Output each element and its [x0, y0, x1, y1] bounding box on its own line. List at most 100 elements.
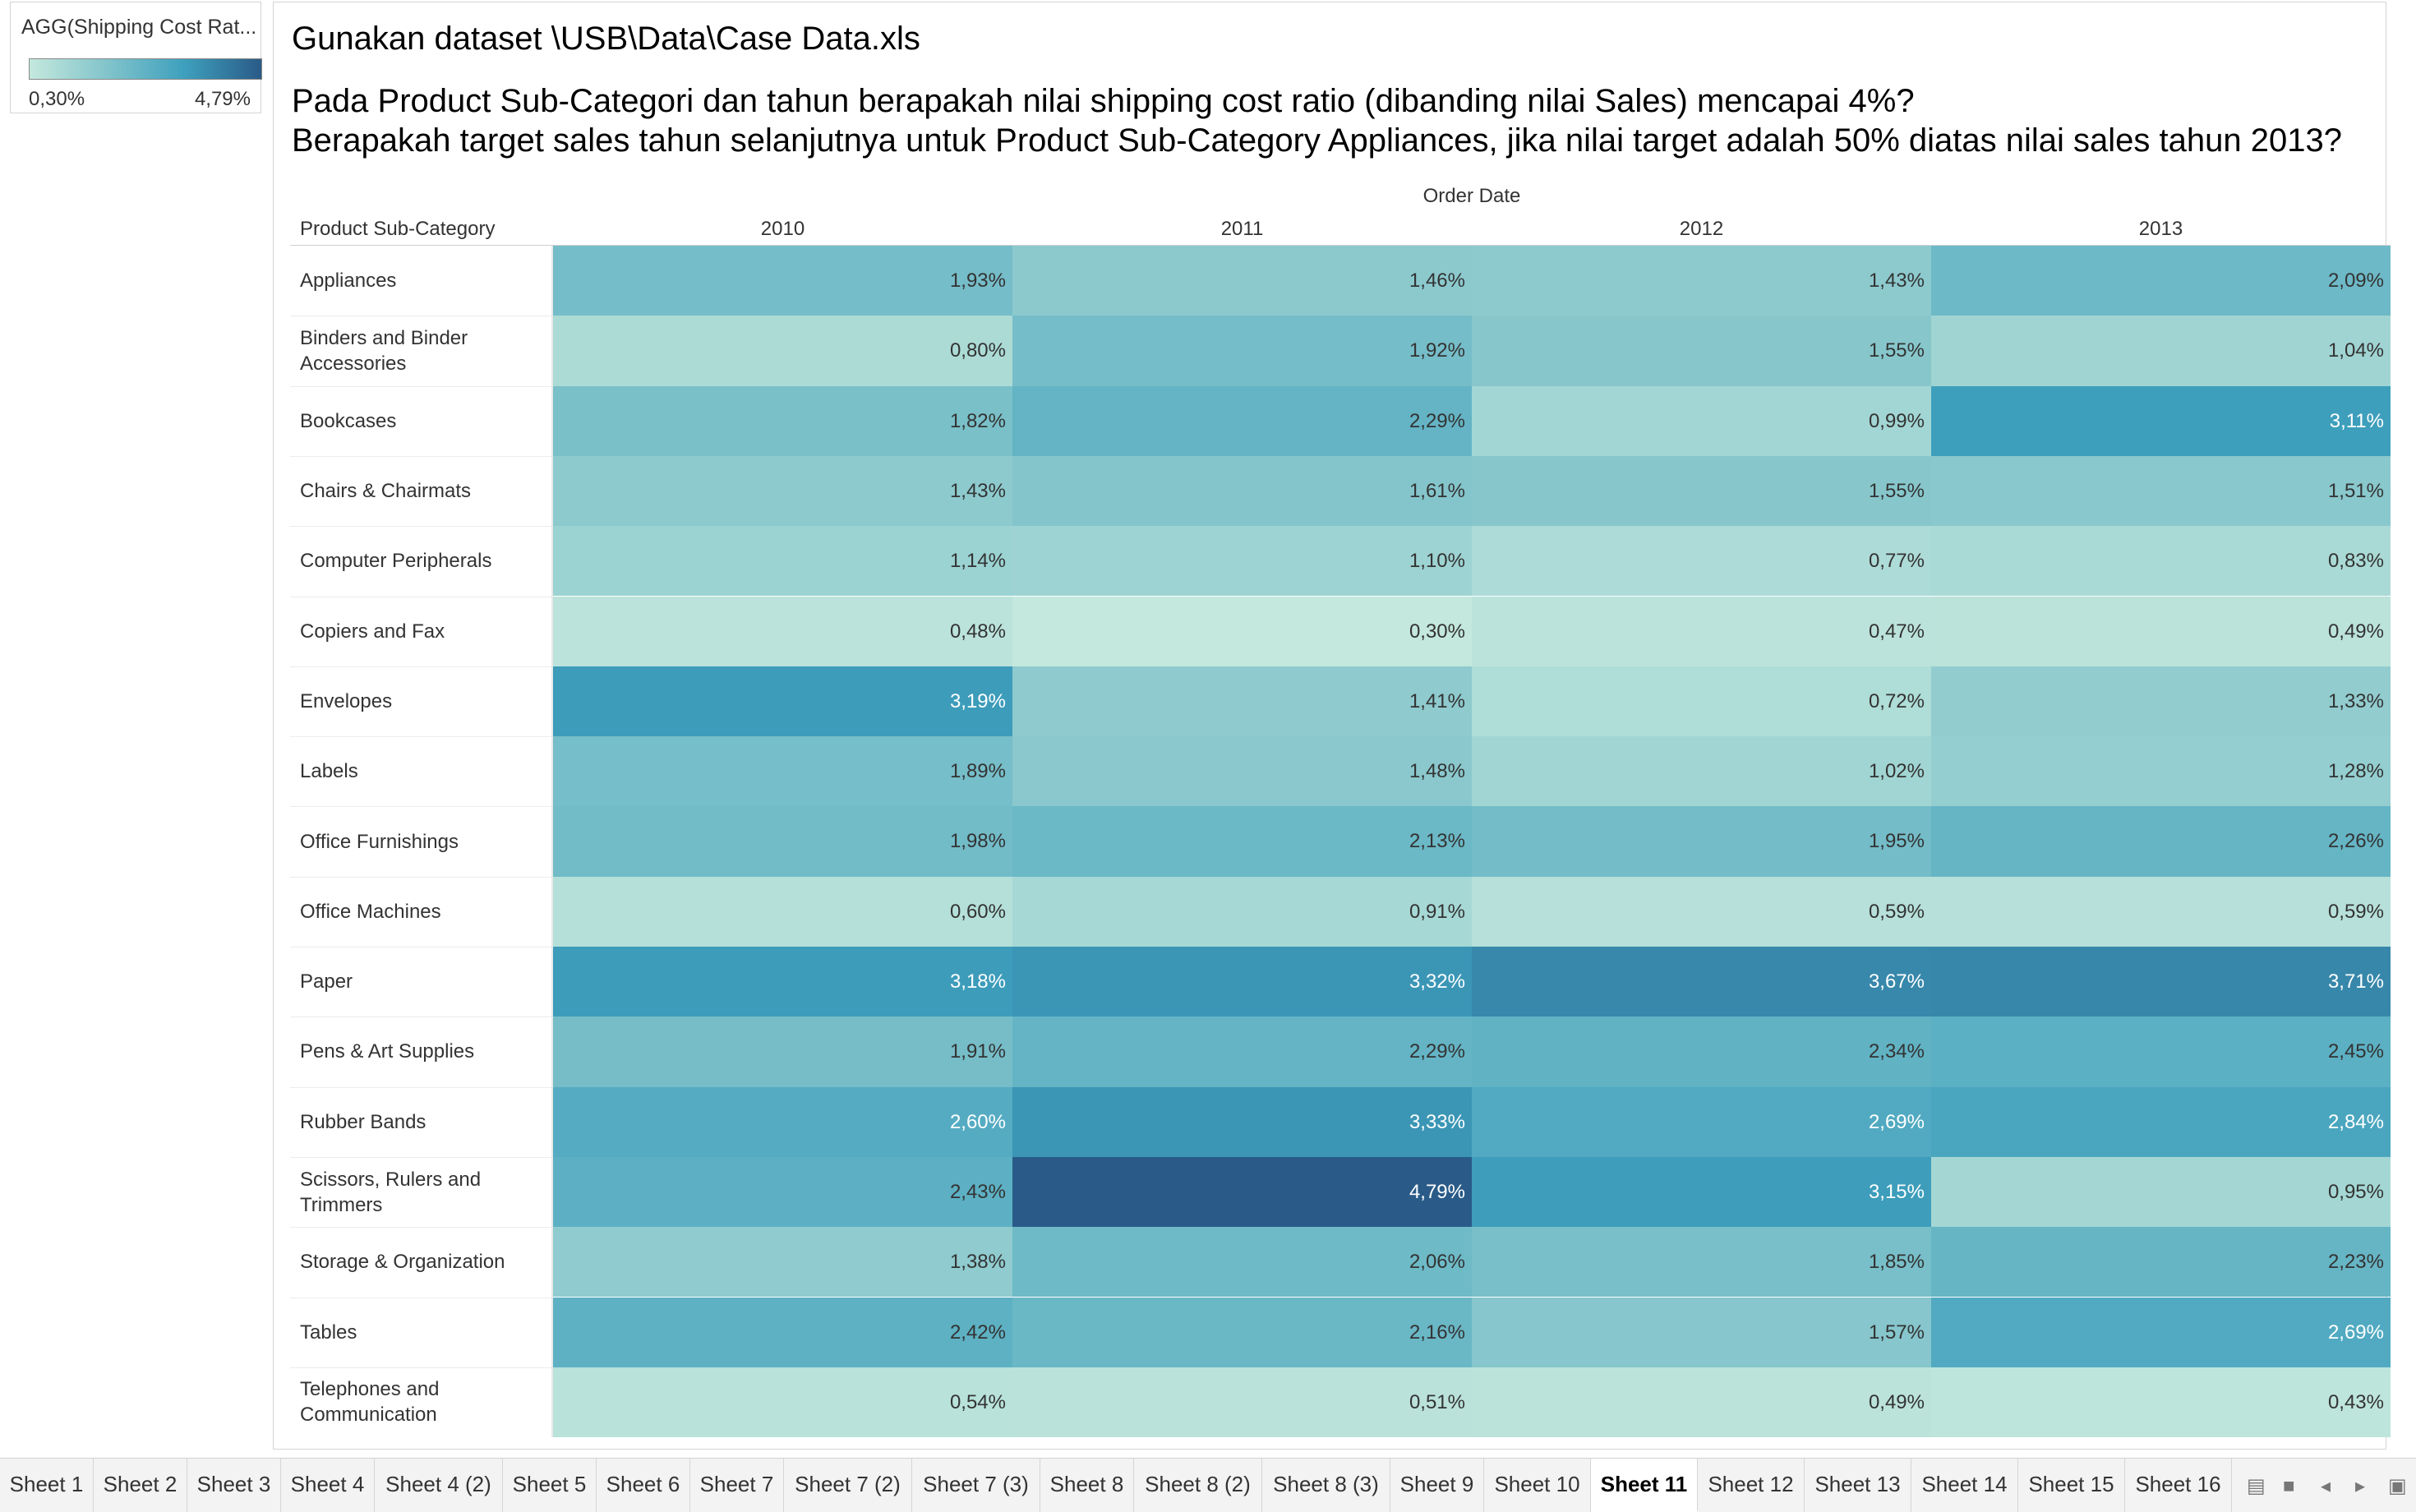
heatmap-cell-chairs-chairmats-2012[interactable]: 1,55%: [1472, 455, 1931, 527]
heatmap-cell-telephones-and-communication-2013[interactable]: 0,43%: [1931, 1367, 2391, 1438]
row-label-office-machines[interactable]: Office Machines: [300, 900, 441, 923]
heatmap-cell-chairs-chairmats-2011[interactable]: 1,61%: [1012, 455, 1472, 527]
heatmap-cell-storage-organization-2011[interactable]: 2,06%: [1012, 1227, 1472, 1298]
heatmap-cell-paper-2013[interactable]: 3,71%: [1931, 947, 2391, 1017]
row-label-copiers-and-fax[interactable]: Copiers and Fax: [300, 620, 445, 643]
heatmap-cell-appliances-2012[interactable]: 1,43%: [1472, 246, 1931, 316]
tab-sheet-7-2[interactable]: Sheet 7 (2): [784, 1459, 912, 1512]
row-label-bookcases[interactable]: Bookcases: [300, 409, 397, 432]
heatmap-cell-computer-peripherals-2013[interactable]: 0,83%: [1931, 526, 2391, 597]
heatmap-cell-bookcases-2011[interactable]: 2,29%: [1012, 385, 1472, 456]
tab-sheet-8[interactable]: Sheet 8: [1040, 1459, 1134, 1512]
row-label-pens-art-supplies[interactable]: Pens & Art Supplies: [300, 1040, 475, 1063]
heatmap-cell-rubber-bands-2013[interactable]: 2,84%: [1931, 1086, 2391, 1157]
heatmap-cell-tables-2013[interactable]: 2,69%: [1931, 1297, 2391, 1367]
heatmap-cell-copiers-and-fax-2013[interactable]: 0,49%: [1931, 596, 2391, 666]
row-label-scissors-rulers-and-trimmers[interactable]: Scissors, Rulers and Trimmers: [300, 1168, 482, 1216]
heatmap-cell-scissors-rulers-and-trimmers-2011[interactable]: 4,79%: [1012, 1156, 1472, 1228]
heatmap-cell-chairs-chairmats-2010[interactable]: 1,43%: [553, 455, 1012, 527]
heatmap-cell-pens-art-supplies-2013[interactable]: 2,45%: [1931, 1016, 2391, 1087]
heatmap-cell-labels-2011[interactable]: 1,48%: [1012, 736, 1472, 807]
heatmap-cell-office-furnishings-2012[interactable]: 1,95%: [1472, 806, 1931, 877]
heatmap-cell-scissors-rulers-and-trimmers-2010[interactable]: 2,43%: [553, 1156, 1012, 1228]
heatmap-cell-pens-art-supplies-2010[interactable]: 1,91%: [553, 1016, 1012, 1087]
tab-sheet-8-2[interactable]: Sheet 8 (2): [1134, 1459, 1262, 1512]
heatmap-cell-office-furnishings-2013[interactable]: 2,26%: [1931, 806, 2391, 877]
heatmap-cell-binders-and-binder-accessories-2012[interactable]: 1,55%: [1472, 316, 1931, 386]
heatmap-cell-pens-art-supplies-2012[interactable]: 2,34%: [1472, 1016, 1931, 1087]
heatmap-cell-appliances-2013[interactable]: 2,09%: [1931, 246, 2391, 316]
row-label-office-furnishings[interactable]: Office Furnishings: [300, 830, 459, 853]
tab-sheet-2[interactable]: Sheet 2: [94, 1459, 187, 1512]
heatmap-cell-computer-peripherals-2010[interactable]: 1,14%: [553, 526, 1012, 597]
heatmap-cell-bookcases-2010[interactable]: 1,82%: [553, 385, 1012, 456]
row-label-binders-and-binder-accessories[interactable]: Binders and Binder Accessories: [300, 326, 468, 375]
tab-sheet-16[interactable]: Sheet 16: [2125, 1459, 2232, 1512]
presentation-mode-icon[interactable]: ▣: [2388, 1475, 2407, 1497]
heatmap-cell-office-furnishings-2011[interactable]: 2,13%: [1012, 806, 1472, 877]
heatmap-cell-copiers-and-fax-2010[interactable]: 0,48%: [553, 596, 1012, 666]
tab-sheet-13[interactable]: Sheet 13: [1805, 1459, 1911, 1512]
year-header-2011[interactable]: 2011: [1220, 218, 1264, 240]
tab-sheet-11[interactable]: Sheet 11: [1591, 1459, 1698, 1512]
heatmap-cell-copiers-and-fax-2011[interactable]: 0,30%: [1012, 596, 1472, 666]
year-header-2012[interactable]: 2012: [1679, 218, 1724, 240]
tab-sheet-15[interactable]: Sheet 15: [2018, 1459, 2125, 1512]
heatmap-cell-paper-2011[interactable]: 3,32%: [1012, 947, 1472, 1017]
heatmap-cell-telephones-and-communication-2011[interactable]: 0,51%: [1012, 1367, 1472, 1438]
tab-sheet-4-2[interactable]: Sheet 4 (2): [375, 1459, 503, 1512]
heatmap-cell-office-furnishings-2010[interactable]: 1,98%: [553, 806, 1012, 877]
next-sheet-icon[interactable]: ▸: [2355, 1475, 2366, 1497]
row-label-envelopes[interactable]: Envelopes: [300, 689, 393, 712]
tab-sheet-1[interactable]: Sheet 1: [0, 1459, 94, 1512]
show-tabs-icon[interactable]: ■: [2283, 1475, 2295, 1497]
heatmap-cell-tables-2010[interactable]: 2,42%: [553, 1297, 1012, 1367]
heatmap-cell-appliances-2010[interactable]: 1,93%: [553, 246, 1012, 316]
heatmap-cell-envelopes-2012[interactable]: 0,72%: [1472, 666, 1931, 737]
row-label-storage-organization[interactable]: Storage & Organization: [300, 1251, 505, 1274]
heatmap-cell-binders-and-binder-accessories-2010[interactable]: 0,80%: [553, 316, 1012, 386]
tab-sheet-10[interactable]: Sheet 10: [1484, 1459, 1591, 1512]
row-label-chairs-chairmats[interactable]: Chairs & Chairmats: [300, 480, 472, 503]
row-label-rubber-bands[interactable]: Rubber Bands: [300, 1110, 426, 1133]
heatmap-cell-storage-organization-2010[interactable]: 1,38%: [553, 1227, 1012, 1298]
heatmap-cell-office-machines-2010[interactable]: 0,60%: [553, 876, 1012, 947]
heatmap-cell-labels-2012[interactable]: 1,02%: [1472, 736, 1931, 807]
heatmap-cell-storage-organization-2013[interactable]: 2,23%: [1931, 1227, 2391, 1298]
heatmap-cell-computer-peripherals-2011[interactable]: 1,10%: [1012, 526, 1472, 597]
tab-sheet-9[interactable]: Sheet 9: [1390, 1459, 1484, 1512]
heatmap-cell-binders-and-binder-accessories-2011[interactable]: 1,92%: [1012, 316, 1472, 386]
show-filmstrip-icon[interactable]: ▤: [2247, 1475, 2266, 1497]
heatmap-cell-office-machines-2012[interactable]: 0,59%: [1472, 876, 1931, 947]
heatmap-cell-rubber-bands-2012[interactable]: 2,69%: [1472, 1086, 1931, 1157]
row-label-tables[interactable]: Tables: [300, 1321, 357, 1344]
heatmap-cell-copiers-and-fax-2012[interactable]: 0,47%: [1472, 596, 1931, 666]
row-label-appliances[interactable]: Appliances: [300, 270, 397, 293]
heatmap-cell-telephones-and-communication-2012[interactable]: 0,49%: [1472, 1367, 1931, 1438]
heatmap-cell-scissors-rulers-and-trimmers-2012[interactable]: 3,15%: [1472, 1156, 1931, 1228]
tab-sheet-5[interactable]: Sheet 5: [503, 1459, 597, 1512]
heatmap-cell-tables-2011[interactable]: 2,16%: [1012, 1297, 1472, 1367]
heatmap-cell-pens-art-supplies-2011[interactable]: 2,29%: [1012, 1016, 1472, 1087]
year-header-2013[interactable]: 2013: [2138, 218, 2183, 240]
heatmap-cell-envelopes-2010[interactable]: 3,19%: [553, 666, 1012, 737]
tab-sheet-4[interactable]: Sheet 4: [281, 1459, 375, 1512]
heatmap-cell-scissors-rulers-and-trimmers-2013[interactable]: 0,95%: [1931, 1156, 2391, 1228]
heatmap-cell-rubber-bands-2011[interactable]: 3,33%: [1012, 1086, 1472, 1157]
heatmap-cell-paper-2010[interactable]: 3,18%: [553, 947, 1012, 1017]
heatmap-cell-chairs-chairmats-2013[interactable]: 1,51%: [1931, 455, 2391, 527]
tab-sheet-14[interactable]: Sheet 14: [1911, 1459, 2018, 1512]
color-legend[interactable]: AGG(Shipping Cost Rat... 0,30% 4,79%: [10, 2, 262, 113]
previous-sheet-icon[interactable]: ◂: [2321, 1475, 2331, 1497]
heatmap-cell-envelopes-2013[interactable]: 1,33%: [1931, 666, 2391, 737]
row-label-paper[interactable]: Paper: [300, 970, 353, 993]
row-label-telephones-and-communication[interactable]: Telephones and Communication: [300, 1378, 440, 1427]
tab-sheet-3[interactable]: Sheet 3: [187, 1459, 281, 1512]
heatmap-cell-bookcases-2012[interactable]: 0,99%: [1472, 385, 1931, 456]
heatmap-cell-paper-2012[interactable]: 3,67%: [1472, 947, 1931, 1017]
year-header-2010[interactable]: 2010: [760, 218, 805, 240]
tab-sheet-8-3[interactable]: Sheet 8 (3): [1262, 1459, 1390, 1512]
heatmap-cell-binders-and-binder-accessories-2013[interactable]: 1,04%: [1931, 316, 2391, 386]
tab-sheet-7-3[interactable]: Sheet 7 (3): [912, 1459, 1040, 1512]
tab-sheet-7[interactable]: Sheet 7: [690, 1459, 784, 1512]
